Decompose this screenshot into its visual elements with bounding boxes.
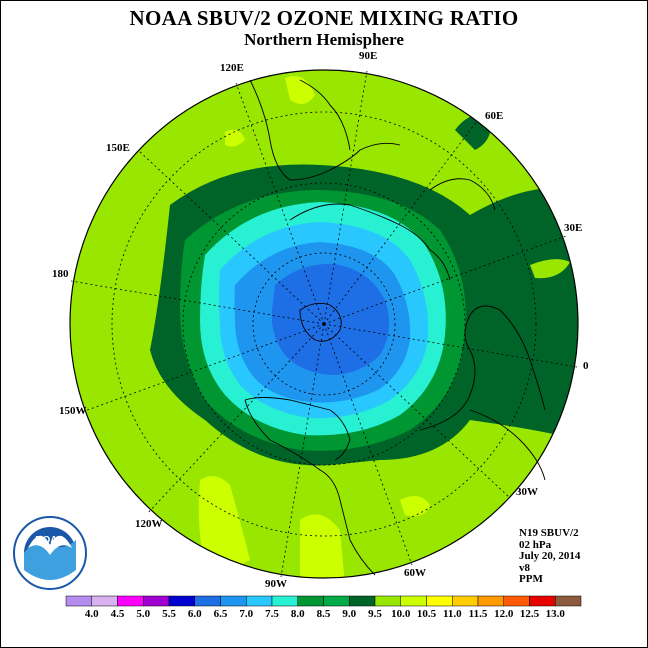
colorbar-label: 6.5: [213, 608, 228, 620]
colorbar-swatch: [426, 595, 453, 607]
lon-label-30e: 30E: [564, 222, 583, 234]
lon-label-150w: 150W: [59, 405, 87, 417]
colorbar-label: 12.5: [519, 608, 540, 620]
colorbar-swatch: [452, 595, 479, 607]
coast-europe: [419, 305, 546, 431]
colorbar-label: 12.0: [494, 608, 514, 620]
latitude-circle: [182, 182, 466, 466]
coastlines: [244, 79, 546, 576]
coast-india: [299, 79, 351, 151]
lon-label-60w: 60W: [404, 567, 426, 579]
colorbar-swatch: [374, 595, 401, 607]
colorbar-swatch: [194, 595, 221, 607]
colorbar-label: 9.5: [368, 608, 382, 620]
ozone-field: [70, 70, 578, 578]
info-date: July 20, 2014: [519, 550, 581, 562]
meridian-120w: [146, 323, 325, 515]
colorbar-label: 7.0: [239, 608, 254, 620]
colorbar-label: 10.0: [391, 608, 411, 620]
colorbar-swatch: [400, 595, 427, 607]
colorbar-label: 9.0: [342, 608, 357, 620]
colorbar-swatch: [65, 595, 92, 607]
info-instrument: N19 SBUV/2: [519, 527, 579, 539]
colorbar-swatch: [503, 595, 530, 607]
coast-africa: [469, 409, 546, 481]
colorbar-label: 11.5: [468, 608, 488, 620]
logo-wordmark: NOAA: [35, 535, 64, 546]
coast-asia-east: [249, 79, 401, 181]
colorbar-label: 11.0: [442, 608, 462, 620]
lon-label-90w: 90W: [265, 578, 287, 590]
field-9-5-patch: [285, 76, 315, 104]
info-pressure: 02 hPa: [519, 538, 552, 551]
field-9-5-patch: [400, 496, 430, 517]
field-9-5-patch: [300, 514, 345, 578]
lon-label-150e: 150E: [106, 142, 130, 154]
field-6-0: [271, 263, 389, 375]
colorbar-swatch: [555, 595, 582, 607]
colorbar-label: 4.0: [84, 608, 99, 620]
colorbar-swatch: [349, 595, 376, 607]
info-units: PPM: [519, 573, 543, 585]
info-version: v8: [519, 561, 530, 574]
latitude-circle: [111, 111, 537, 537]
colorbar-label: 4.5: [110, 608, 125, 620]
coast-americas: [244, 399, 376, 576]
map-boundary: [69, 69, 579, 579]
coast-greenland-arctic: [299, 302, 342, 342]
lon-label-0: 0: [583, 360, 589, 372]
field-9-0-patch: [70, 323, 100, 349]
field-9-0-patch: [530, 259, 570, 279]
colorbar-swatch: [246, 595, 273, 607]
colorbar-label: 5.5: [162, 608, 176, 620]
latitude-circle: [252, 252, 396, 396]
colorbar-swatch: [477, 595, 504, 607]
colorbar-label: 8.5: [316, 608, 331, 620]
colorbar-swatch: [220, 595, 247, 607]
colorbar-label: 5.0: [136, 608, 151, 620]
colorbar-label: 6.0: [187, 608, 202, 620]
colorbar-swatch: [271, 595, 298, 607]
colorbar: [65, 595, 582, 607]
page-subtitle: Northern Hemisphere: [244, 30, 404, 49]
colorbar-swatch: [143, 595, 170, 607]
colorbar-swatch: [168, 595, 195, 607]
lon-label-180: 180: [52, 268, 69, 280]
colorbar-swatch: [91, 595, 118, 607]
noaa-logo: NOAA: [13, 516, 87, 590]
product-info: N19 SBUV/2 02 hPa July 20, 2014 v8 PPM: [519, 527, 581, 586]
colorbar-label: 10.5: [416, 608, 437, 620]
page-title: NOAA SBUV/2 OZONE MIXING RATIO: [129, 6, 519, 30]
lon-label-90e: 90E: [359, 50, 378, 62]
colorbar-swatch: [117, 595, 144, 607]
graticule: [70, 70, 578, 578]
lon-label-30w: 30W: [516, 486, 538, 498]
colorbar-swatch: [297, 595, 324, 607]
colorbar-label: 7.5: [265, 608, 279, 620]
coast-mediterranean: [429, 178, 496, 211]
colorbar-label: 13.0: [545, 608, 565, 620]
colorbar-label: 8.0: [290, 608, 305, 620]
coast-north-america: [244, 397, 351, 461]
meridian-60e: [323, 120, 478, 325]
lon-label-120w: 120W: [135, 518, 163, 530]
lon-label-120e: 120E: [220, 62, 244, 74]
coast-asia-north: [289, 203, 451, 281]
colorbar-swatch: [323, 595, 350, 607]
colorbar-swatch: [529, 595, 556, 607]
lon-label-60e: 60E: [485, 110, 504, 122]
